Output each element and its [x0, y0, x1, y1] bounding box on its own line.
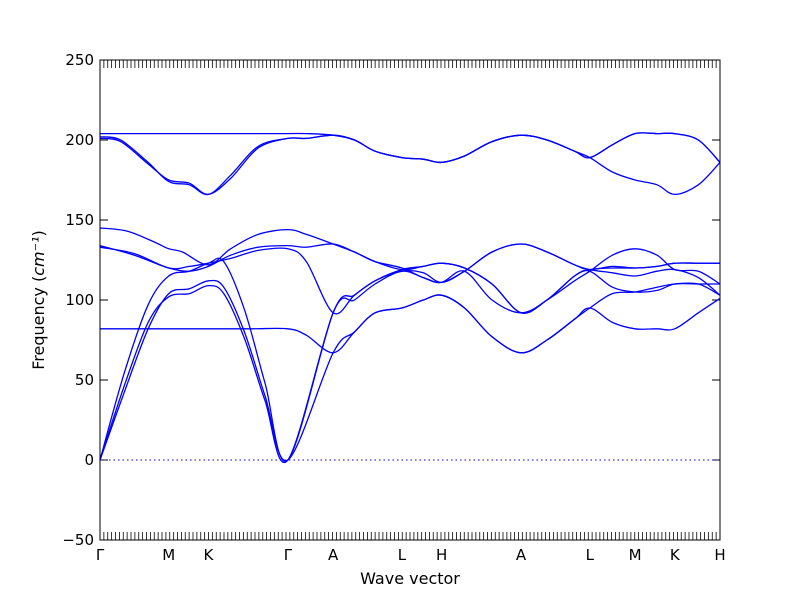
band-line-7 — [99, 227, 720, 284]
y-axis-label-unit-open: ( — [29, 276, 48, 282]
x-tick-label: A — [516, 546, 527, 564]
x-tick-label: H — [436, 546, 447, 564]
y-tick-label: 0 — [84, 451, 94, 469]
band-line-6 — [99, 243, 721, 314]
plot-area — [100, 60, 720, 540]
y-tick-label: 150 — [65, 211, 94, 229]
x-tick-label: L — [398, 546, 407, 564]
band-line-10 — [100, 132, 721, 164]
band-line-4 — [99, 282, 721, 354]
y-axis-label: Frequency (cm⁻¹) — [29, 230, 48, 370]
y-tick-label: 100 — [65, 291, 94, 309]
plot-frame — [99, 59, 721, 541]
y-axis: −50 0 50 100 150 200 250 — [62, 51, 720, 549]
y-tick-label: 250 — [65, 51, 94, 69]
x-tick-label: L — [586, 546, 595, 564]
y-axis-label-unit: cm⁻¹ — [29, 237, 48, 276]
x-tick-label: K — [670, 546, 681, 564]
y-tick-label: −50 — [62, 531, 94, 549]
x-tick-label: K — [204, 546, 215, 564]
x-tick-label: M — [162, 546, 175, 564]
x-tick-label: A — [328, 546, 339, 564]
x-tick-label: M — [629, 546, 642, 564]
x-tick-label: Γ — [96, 546, 105, 564]
x-axis-label: Wave vector — [360, 569, 460, 588]
y-tick-label: 50 — [75, 371, 94, 389]
y-axis-label-unit-close: ) — [29, 230, 48, 236]
y-tick-label: 200 — [65, 131, 94, 149]
y-axis-label-text: Frequency — [29, 287, 48, 370]
x-tick-label: Γ — [284, 546, 293, 564]
band-lines — [99, 132, 721, 464]
x-tick-label: H — [714, 546, 725, 564]
